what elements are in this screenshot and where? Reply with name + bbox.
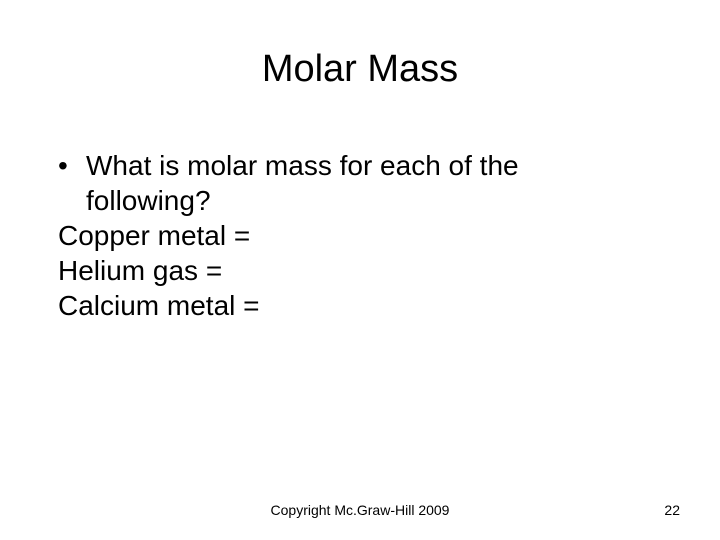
footer-copyright: Copyright Mc.Graw-Hill 2009 (0, 502, 720, 518)
bullet-text-line2: following? (58, 183, 662, 218)
line-calcium: Calcium metal = (58, 288, 662, 323)
slide-body: • What is molar mass for each of the fol… (58, 148, 662, 323)
line-copper: Copper metal = (58, 218, 662, 253)
bullet-marker-icon: • (58, 148, 86, 183)
footer-page-number: 22 (664, 502, 680, 518)
bullet-text-line1: What is molar mass for each of the (86, 148, 662, 183)
line-helium: Helium gas = (58, 253, 662, 288)
slide: Molar Mass • What is molar mass for each… (0, 0, 720, 540)
bullet-item: • What is molar mass for each of the (58, 148, 662, 183)
slide-title: Molar Mass (0, 48, 720, 91)
